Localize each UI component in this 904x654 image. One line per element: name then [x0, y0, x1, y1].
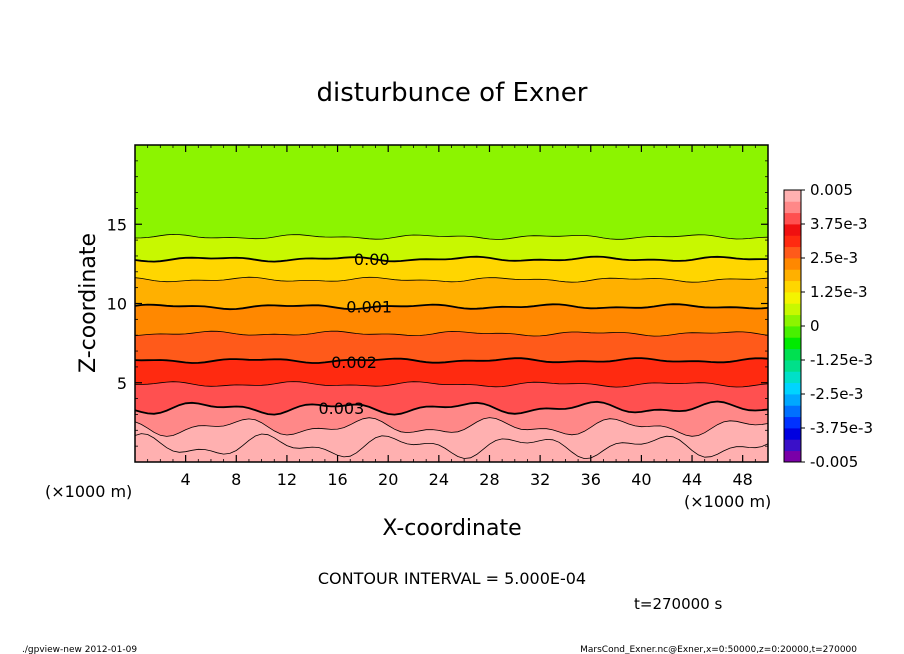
x-tick-label: 24 [429, 470, 449, 489]
colorbar-label: -0.005 [810, 453, 858, 471]
x-tick-label: 8 [231, 470, 241, 489]
colorbar-segment [784, 439, 801, 452]
contour-label: 0.002 [331, 353, 377, 372]
x-tick-label: 16 [327, 470, 347, 489]
colorbar-label: 0 [810, 317, 820, 335]
colorbar-segment [784, 246, 801, 259]
colorbar-segment [784, 450, 801, 463]
chart-title: disturbunce of Exner [317, 78, 588, 108]
colorbar-segment [784, 337, 801, 350]
colorbar-labels: 0.005 3.75e-3 2.5e-3 1.25e-3 0 -1.25e-3 -2.5e-… [801, 181, 873, 471]
colorbar-segment [784, 303, 801, 316]
colorbar-segment [784, 394, 801, 406]
colorbar-segment [784, 382, 801, 395]
colorbar-label: 0.005 [810, 181, 853, 199]
colorbar-segment [784, 280, 801, 293]
contour-line [134, 400, 769, 416]
contour-label-text: 0.001 [346, 298, 392, 317]
colorbar-segment [784, 405, 801, 418]
contour-line [134, 433, 769, 460]
y-axis-label: Z-coordinate [76, 233, 101, 373]
colorbar-label: -2.5e-3 [810, 385, 863, 403]
colorbar-segment [784, 201, 801, 214]
colorbar-label: 3.75e-3 [810, 215, 868, 233]
colorbar [783, 189, 802, 463]
contour-label: 0.001 [346, 298, 392, 317]
x-tick-label: 32 [530, 470, 550, 489]
x-tick-label: 44 [682, 470, 702, 489]
contour-labels: 0.00 0.001 0.002 0.003 [318, 250, 392, 418]
contour-line [134, 233, 769, 240]
contour-label-text: 0.003 [318, 399, 364, 418]
colorbar-segment [784, 269, 801, 282]
colorbar-segment [784, 190, 801, 202]
contour-line [134, 276, 769, 283]
x-tick-label: 4 [181, 470, 191, 489]
contour-label-text: 0.00 [354, 250, 390, 269]
contour-fill [135, 145, 768, 462]
y-axis-unit-label: (×1000 m) [45, 482, 132, 501]
colorbar-label: -1.25e-3 [810, 351, 873, 369]
footer-left: ./gpview-new 2012-01-09 [22, 645, 137, 654]
contour-line [134, 303, 769, 311]
footer-right: MarsCond_Exner.nc@Exner,x=0:50000,z=0:20… [580, 645, 857, 654]
colorbar-segment [784, 428, 801, 440]
y-tick-label: 15 [107, 215, 127, 234]
y-axis-ticks: 5 10 15 [107, 160, 768, 447]
y-tick-label: 5 [117, 374, 127, 393]
x-axis-ticks: 4 8 12 16 20 24 28 32 36 40 44 48 [147, 145, 756, 489]
colorbar-segment [784, 235, 801, 248]
contour-line [134, 417, 769, 437]
contour-line [135, 381, 769, 388]
contour-label: 0.00 [354, 250, 390, 269]
x-tick-label: 40 [631, 470, 651, 489]
x-tick-label: 20 [378, 470, 398, 489]
colorbar-segment [784, 360, 801, 372]
contour-lines [134, 233, 769, 460]
contour-line [134, 255, 768, 263]
colorbar-segment [784, 212, 801, 225]
time-text: t=270000 s [634, 595, 722, 613]
x-tick-label: 36 [581, 470, 601, 489]
x-tick-label: 48 [733, 470, 753, 489]
colorbar-segment [784, 314, 801, 327]
colorbar-segment [784, 371, 801, 384]
colorbar-label: 1.25e-3 [810, 283, 868, 301]
colorbar-segment [784, 258, 801, 270]
colorbar-segment [784, 292, 801, 304]
x-tick-label: 28 [479, 470, 499, 489]
colorbar-segment [784, 416, 801, 429]
contour-line [134, 330, 769, 337]
x-tick-label: 12 [277, 470, 297, 489]
colorbar-label: 2.5e-3 [810, 249, 858, 267]
contour-band [135, 433, 768, 462]
colorbar-label: -3.75e-3 [810, 419, 873, 437]
y-tick-label: 10 [107, 295, 127, 314]
contour-label-text: 0.002 [331, 353, 377, 372]
x-axis-unit-label: (×1000 m) [684, 492, 771, 511]
contour-line [134, 357, 769, 364]
contour-label: 0.003 [318, 399, 364, 418]
x-axis-label: X-coordinate [382, 516, 521, 541]
colorbar-segment [784, 224, 801, 236]
colorbar-segment [784, 348, 801, 361]
contour-interval-text: CONTOUR INTERVAL = 5.000E-04 [318, 569, 586, 588]
colorbar-segment [784, 326, 801, 338]
